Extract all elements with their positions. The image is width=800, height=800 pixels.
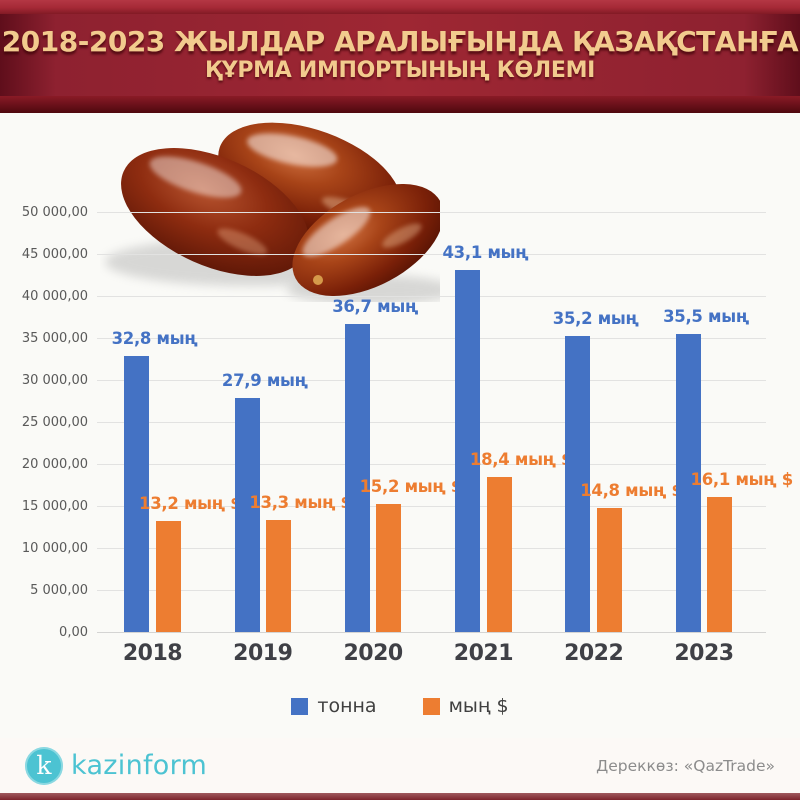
banner-top-edge	[0, 0, 800, 14]
y-axis-label: 15 000,00	[21, 498, 88, 514]
grid-line	[97, 506, 766, 507]
footer: k kazinform Дереккөз: «QazTrade»	[0, 738, 800, 793]
grid-line	[97, 548, 766, 549]
grid-line	[97, 380, 766, 381]
y-axis-label: 35 000,00	[21, 330, 88, 346]
y-axis-label: 30 000,00	[21, 372, 88, 388]
grid-line	[97, 422, 766, 423]
bar-tonna-2019	[234, 397, 260, 632]
value-label-myn-usd-2019: 13,3 мың $	[249, 493, 352, 513]
value-label-myn-usd-2022: 14,8 мың $	[580, 480, 683, 500]
bar-myn-usd-2022	[596, 507, 622, 632]
y-axis-label: 25 000,00	[21, 414, 88, 430]
x-axis-label-2018: 2018	[122, 641, 183, 666]
bottom-accent-strip	[0, 793, 800, 800]
value-label-tonna-2018: 32,8 мың	[111, 329, 198, 349]
bar-tonna-2021	[455, 269, 481, 632]
source-credit: Дереккөз: «QazTrade»	[596, 756, 775, 775]
banner-plaque: 2018-2023 ЖЫЛДАР АРАЛЫҒЫНДА ҚАЗАҚСТАНҒА …	[0, 14, 800, 96]
header-banner: 2018-2023 ЖЫЛДАР АРАЛЫҒЫНДА ҚАЗАҚСТАНҒА …	[0, 0, 800, 113]
bar-tonna-2022	[565, 336, 591, 632]
x-axis-label-2023: 2023	[674, 641, 734, 666]
y-axis-label: 40 000,00	[21, 288, 88, 304]
value-label-tonna-2023: 35,5 мың	[663, 306, 749, 326]
dates-photo	[105, 122, 440, 302]
x-axis-label-2022: 2022	[564, 641, 624, 666]
value-label-myn-usd-2023: 16,1 мың $	[690, 469, 794, 489]
bar-tonna-2018	[124, 356, 150, 632]
legend-label: мың $	[448, 695, 509, 717]
page-title-line-1: 2018-2023 ЖЫЛДАР АРАЛЫҒЫНДА ҚАЗАҚСТАНҒА	[1, 25, 799, 58]
x-axis-label-2019: 2019	[233, 641, 293, 666]
y-axis-label: 10 000,00	[21, 540, 88, 556]
value-label-myn-usd-2020: 15,2 мың $	[359, 477, 463, 497]
y-axis-label: 50 000,00	[21, 204, 88, 220]
grid-line	[97, 632, 766, 633]
bar-myn-usd-2018	[155, 521, 181, 632]
legend-swatch-icon	[422, 697, 440, 715]
bar-myn-usd-2021	[486, 477, 512, 632]
grid-line	[97, 590, 766, 591]
bar-myn-usd-2020	[376, 504, 402, 632]
grid-line	[97, 464, 766, 465]
grid-line	[97, 338, 766, 339]
x-axis-label-2020: 2020	[343, 641, 403, 666]
y-axis-label: 5 000,00	[30, 582, 88, 598]
y-axis-label: 0,00	[59, 624, 88, 640]
banner-bottom-edge	[0, 96, 800, 113]
bar-tonna-2023	[675, 333, 701, 632]
chart-legend: тонна мың $	[0, 695, 800, 717]
y-axis-label: 45 000,00	[21, 246, 88, 262]
value-label-myn-usd-2021: 18,4 мың $	[469, 450, 573, 470]
x-axis-label-2021: 2021	[453, 641, 514, 666]
bar-myn-usd-2023	[707, 496, 733, 632]
value-label-tonna-2022: 35,2 мың	[552, 309, 639, 329]
bar-tonna-2020	[344, 323, 370, 632]
page-title-line-2: ҚҰРМА ИМПОРТЫНЫҢ КӨЛЕМІ	[204, 58, 596, 83]
legend-item-myn-usd: мың $	[422, 695, 509, 717]
value-label-myn-usd-2018: 13,2 мың $	[139, 494, 242, 514]
kazinform-logo-text: kazinform	[71, 750, 208, 781]
value-label-tonna-2019: 27,9 мың	[221, 370, 308, 390]
kazinform-logo: k kazinform	[25, 746, 208, 785]
y-axis-label: 20 000,00	[21, 456, 88, 472]
kazinform-logo-icon: k	[25, 746, 63, 785]
legend-item-tonna: тонна	[291, 695, 377, 717]
legend-label: тонна	[317, 695, 377, 717]
legend-swatch-icon	[291, 697, 309, 715]
bar-myn-usd-2019	[266, 520, 292, 632]
